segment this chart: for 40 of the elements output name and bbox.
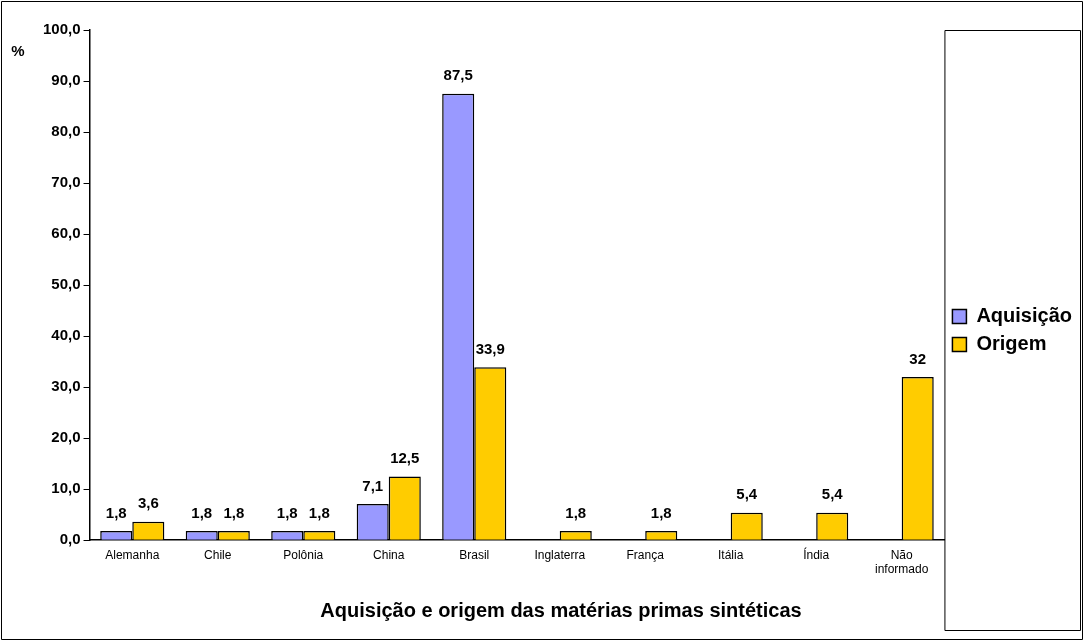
data-label: 1,8 — [276, 503, 298, 521]
legend-label: Origem — [976, 332, 1047, 355]
data-label: 3,6 — [137, 494, 159, 512]
x-tick-label: Chile — [204, 547, 232, 562]
data-label: 7,1 — [362, 476, 384, 494]
y-tick-label: 80,0 — [51, 122, 81, 140]
x-tick-label: China — [373, 547, 405, 562]
y-tick-label: 90,0 — [51, 71, 81, 89]
y-tick-label: 10,0 — [51, 479, 81, 497]
y-tick-label: 40,0 — [51, 326, 81, 344]
data-label: 12,5 — [390, 449, 420, 467]
y-tick-label: 100,0 — [42, 20, 81, 38]
x-tick-label: Itália — [718, 547, 744, 562]
y-tick-label: 20,0 — [51, 428, 81, 446]
y-tick-label: 30,0 — [51, 377, 81, 395]
x-tick-label: Não informado — [874, 547, 929, 577]
y-tick-label: 70,0 — [51, 173, 81, 191]
x-tick-label: Alemanha — [105, 547, 160, 562]
data-label: 1,8 — [223, 503, 245, 521]
y-tick-label: 0,0 — [59, 530, 81, 548]
data-label: 5,4 — [821, 485, 844, 503]
x-tick-label: França — [626, 547, 665, 562]
text: Aquisição e origem das matérias primas sintéticas — [320, 598, 802, 621]
data-label: 1,8 — [105, 503, 127, 521]
x-tick-label: Polônia — [283, 547, 324, 562]
data-label: 1,8 — [191, 503, 213, 521]
legend-label: Aquisição — [976, 304, 1072, 327]
data-label: 1,8 — [308, 503, 330, 521]
data-label: 87,5 — [443, 66, 473, 84]
data-label: 1,8 — [650, 503, 672, 521]
x-tick-label: Brasil — [459, 547, 490, 562]
y-tick-label: 60,0 — [51, 224, 81, 242]
data-label: 32 — [909, 349, 927, 367]
y-axis-title: % — [11, 41, 25, 59]
y-tick-label: 50,0 — [51, 275, 81, 293]
x-tick-label: Inglaterra — [534, 547, 586, 562]
data-label: 1,8 — [565, 503, 587, 521]
x-tick-label: Índia — [803, 546, 830, 562]
data-label: 33,9 — [475, 339, 505, 357]
data-label: 5,4 — [736, 485, 758, 503]
